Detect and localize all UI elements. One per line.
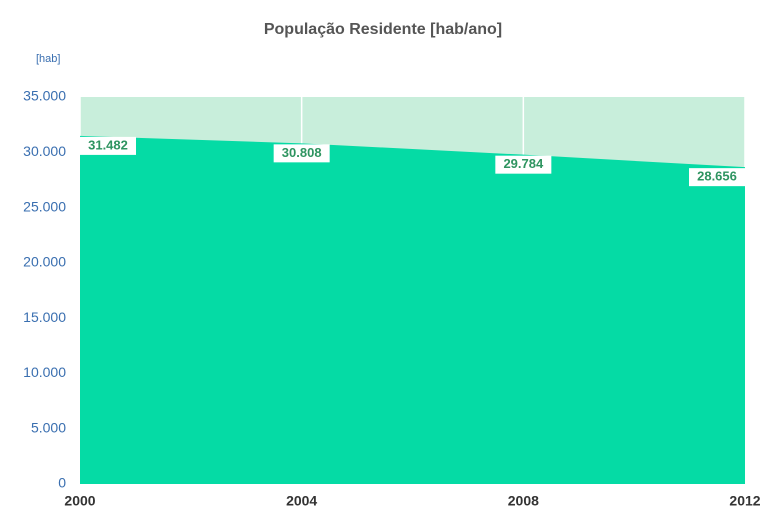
- y-tick-label: 15.000: [23, 309, 66, 325]
- data-label-box: [689, 168, 745, 187]
- y-tick-label: 20.000: [23, 254, 66, 270]
- y-tick-label: 0: [58, 475, 66, 491]
- y-tick-label: 25.000: [23, 198, 66, 214]
- data-label: 31.482: [88, 137, 128, 152]
- y-tick-label: 10.000: [23, 364, 66, 380]
- y-tick-label: 35.000: [23, 88, 66, 104]
- data-label-box: [80, 136, 136, 155]
- x-tick-label: 2008: [508, 493, 539, 509]
- data-label: 28.656: [697, 169, 737, 184]
- y-tick-label: 5.000: [31, 419, 66, 435]
- chart-title: População Residente [hab/ano]: [264, 21, 502, 38]
- data-label-box: [273, 144, 330, 163]
- data-label: 30.808: [282, 145, 322, 160]
- y-axis-label: [hab]: [36, 53, 60, 65]
- data-label: 29.784: [503, 156, 544, 171]
- x-tick-label: 2000: [64, 493, 95, 509]
- x-tick-label: 2004: [286, 493, 317, 509]
- y-tick-label: 30.000: [23, 143, 66, 159]
- x-tick-label: 2012: [729, 493, 760, 509]
- area: [80, 135, 745, 484]
- data-label-box: [495, 155, 552, 174]
